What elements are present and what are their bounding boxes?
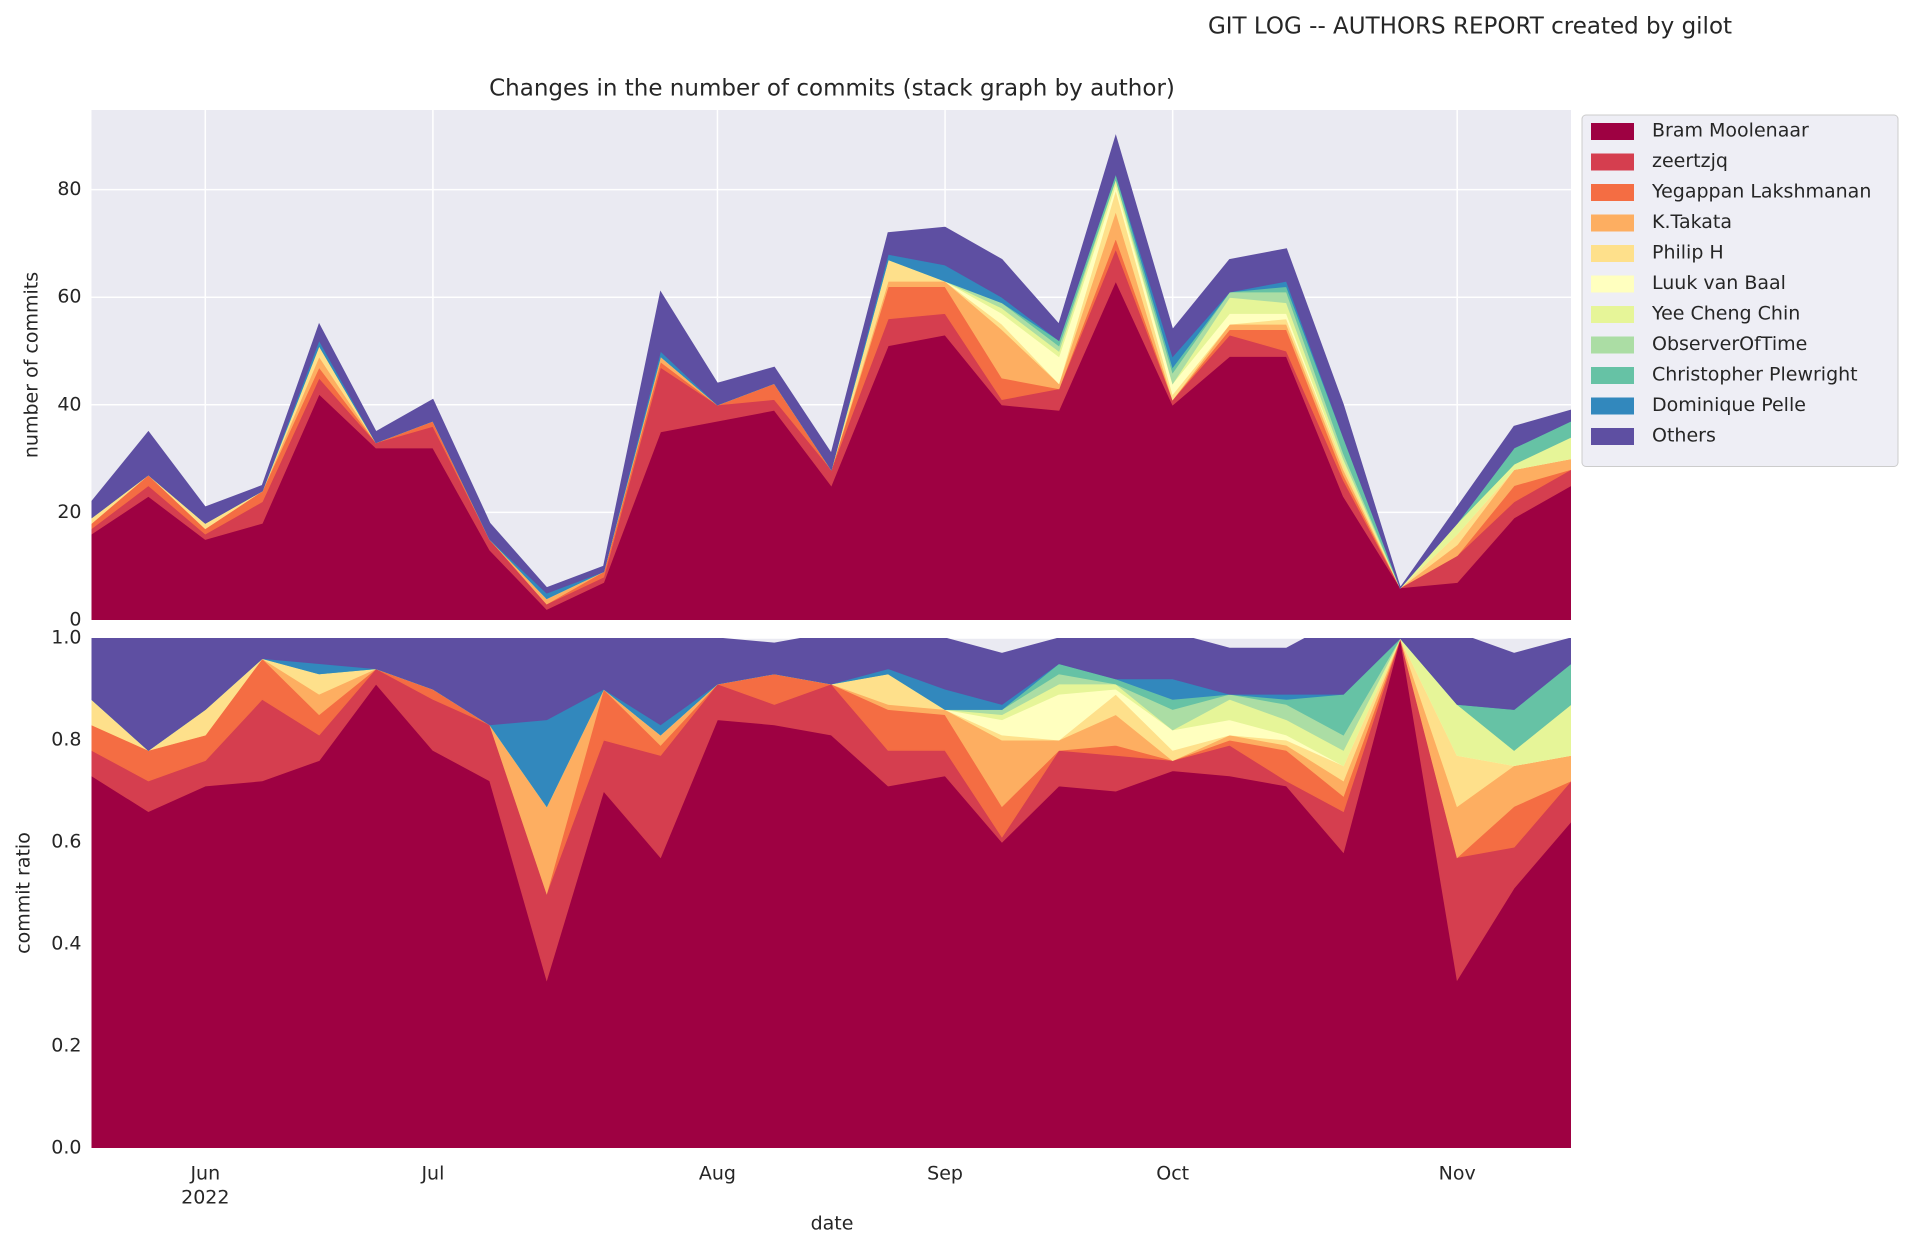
x-tick-label: Jul [420, 1163, 444, 1185]
area [91, 638, 1571, 751]
x-tick-label: Oct [1156, 1163, 1189, 1185]
legend-swatch [1591, 306, 1634, 323]
legend-swatch [1591, 336, 1634, 354]
x-tick-label: Aug [699, 1163, 736, 1185]
legend-swatch [1591, 123, 1634, 140]
legend-swatch [1591, 184, 1634, 201]
y-tick-label: 0.6 [51, 831, 81, 853]
plot-area [91, 110, 1571, 620]
x-axis-label: date [811, 1213, 854, 1235]
y-tick-label: 0.4 [51, 933, 81, 955]
area [91, 134, 1571, 594]
legend-label: ObserverOfTime [1652, 333, 1807, 355]
legend-label: Yee Cheng Chin [1651, 303, 1800, 325]
legend-swatch [1591, 153, 1634, 171]
legend-swatch [1591, 428, 1634, 445]
legend-label: Bram Moolenaar [1652, 120, 1809, 142]
y-tick-label: 80 [57, 178, 81, 200]
legend-label: Christopher Plewright [1652, 364, 1858, 386]
legend-swatch [1591, 397, 1634, 415]
y-tick-label: 20 [57, 501, 81, 523]
plot-area [91, 638, 1571, 1148]
legend-label: K.Takata [1652, 211, 1732, 233]
y-tick-label: 60 [57, 286, 81, 308]
chart-title: Changes in the number of commits (stack … [489, 76, 1175, 102]
legend-swatch [1591, 275, 1634, 293]
y-tick-label: 1.0 [51, 627, 81, 649]
figure-title: GIT LOG -- AUTHORS REPORT created by gil… [1208, 14, 1732, 40]
legend-swatch [1591, 214, 1634, 232]
legend-label: Luuk van Baal [1652, 272, 1786, 294]
legend-label: Philip H [1652, 242, 1724, 264]
x-tick-label: Nov [1439, 1163, 1476, 1185]
x-tick-label: Sep [927, 1163, 963, 1185]
legend-swatch [1591, 245, 1634, 262]
y-tick-label: 0 [69, 609, 81, 631]
legend-label: zeertzjq [1652, 150, 1728, 172]
legend-swatch [1591, 367, 1634, 384]
legend-box [1581, 114, 1899, 467]
y-tick-label: 0.8 [51, 729, 81, 751]
legend-label: Dominique Pelle [1652, 394, 1806, 416]
y-tick-label: 0.0 [51, 1137, 81, 1159]
y-tick-label: 0.2 [51, 1035, 81, 1057]
x-tick-label: Jun [189, 1163, 220, 1185]
x-tick-sublabel: 2022 [181, 1187, 229, 1209]
legend-label: Others [1652, 425, 1716, 447]
y-tick-label: 40 [57, 393, 81, 415]
legend-label: Yegappan Lakshmanan [1651, 181, 1871, 203]
y-axis-label: commit ratio [13, 832, 35, 954]
y-axis-label: number of commits [21, 272, 43, 458]
